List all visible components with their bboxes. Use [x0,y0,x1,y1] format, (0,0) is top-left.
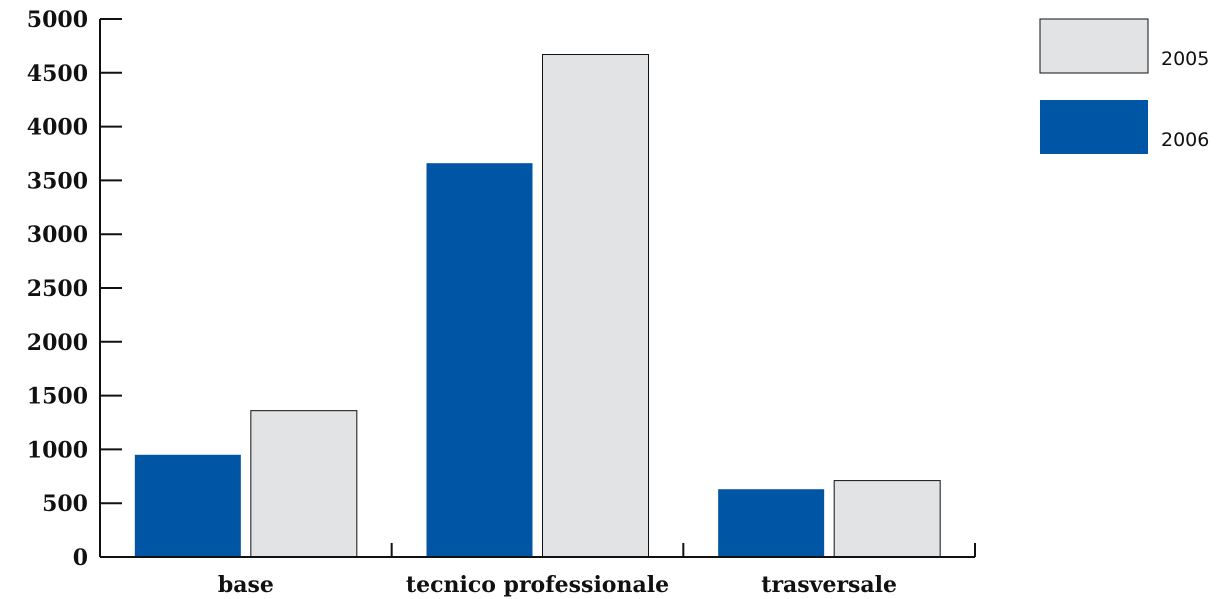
y-tick-label: 500 [42,491,88,517]
y-tick-label: 2500 [27,276,88,302]
y-tick-label: 3500 [27,168,88,194]
y-tick-label: 3000 [27,222,88,248]
legend-swatch-2005 [1039,18,1149,74]
legend-label-2006: 2006 [1161,129,1209,151]
bar-2005-trasversale [833,480,941,558]
y-tick-label: 4000 [27,115,88,141]
y-tick-label: 1500 [27,384,88,410]
bars [134,54,941,558]
legend-swatch-2006 [1040,100,1148,154]
bar-2006-tecnico-professionale [426,163,533,557]
legend-label-2005: 2005 [1161,48,1209,70]
y-tick-label: 1000 [27,437,88,463]
y-axis-ticks: 0 500 1000 1500 2000 2500 3000 3500 4000 4500 5000 [27,7,122,571]
y-tick-label: 0 [73,545,88,571]
y-tick-label: 2000 [27,330,88,356]
x-category-label: tecnico professionale [406,572,669,598]
y-tick-label: 4500 [27,61,88,87]
x-category-label: base [218,572,274,598]
bar-2005-base [250,410,358,558]
bar-2006-trasversale [718,489,825,557]
bar-2005-tecnico-professionale [542,54,649,558]
x-category-label: trasversale [761,572,897,598]
bar-2006-base [134,454,241,557]
legend: 2005 2006 [1039,18,1209,154]
y-tick-label: 5000 [27,7,88,33]
x-axis: base tecnico professionale trasversale [100,543,976,598]
